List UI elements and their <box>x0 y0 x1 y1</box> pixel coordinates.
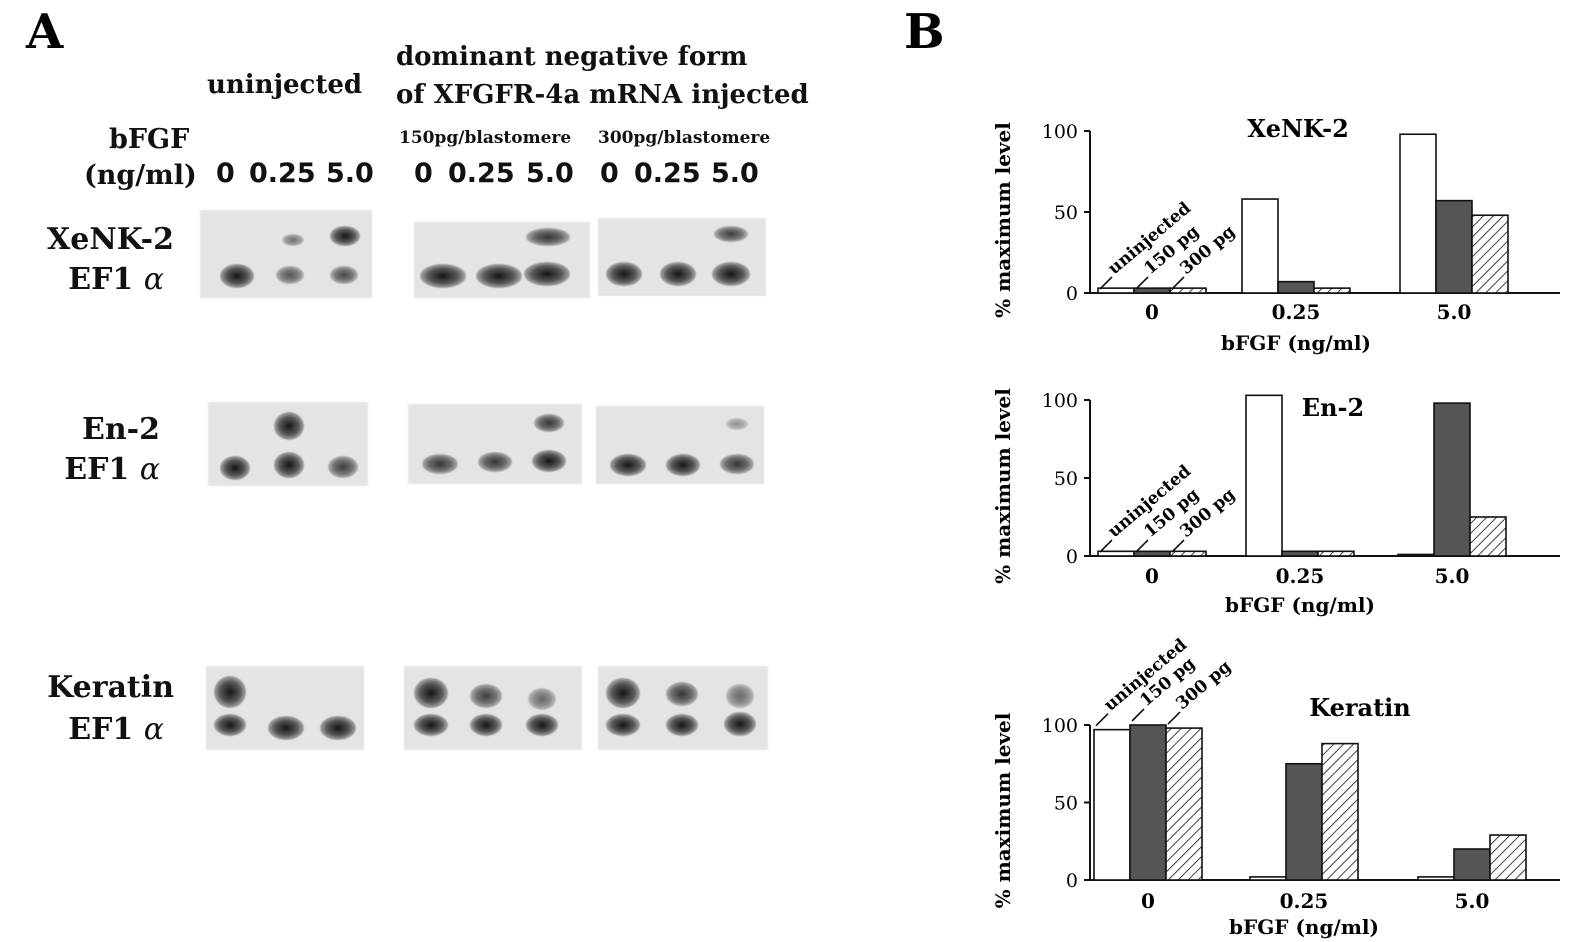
y-tick-label: 0 <box>1066 870 1078 892</box>
bar-150-pg-5.0 <box>1453 848 1491 881</box>
bar-300-pg-5.0 <box>1471 214 1509 294</box>
dose-300-label: 300pg/blastomere <box>598 128 771 148</box>
uninjected-header: uninjected <box>207 70 363 100</box>
bar-150-pg-0 <box>1129 724 1167 881</box>
x-tick-label: 0 <box>1145 300 1159 324</box>
ef1a-label-xenk2: EF1 α <box>68 262 164 297</box>
legend-leader-line <box>1131 708 1145 722</box>
legend-leader-line <box>1167 711 1181 725</box>
bar-300-pg-0 <box>1169 550 1207 557</box>
blot-keratin-300pg <box>598 666 768 750</box>
bar-300-pg-0.25 <box>1321 742 1359 881</box>
bar-150-pg-0.25 <box>1277 280 1315 294</box>
conc-uninj-025: 0.25 <box>249 158 316 189</box>
bar-uninjected-0 <box>1097 550 1135 557</box>
legend-leader-line <box>1135 539 1149 553</box>
bfgf-label: bFGF <box>109 124 190 155</box>
y-tick-label: 0 <box>1066 283 1078 305</box>
conc-300-0: 0 <box>600 158 619 189</box>
bar-uninjected-0.25 <box>1249 876 1287 881</box>
x-tick-label: 5.0 <box>1435 564 1470 588</box>
blot-en2-300pg <box>596 406 764 484</box>
bar-uninjected-0 <box>1097 287 1135 294</box>
bar-150-pg-5.0 <box>1433 402 1471 557</box>
bar-uninjected-5.0 <box>1417 876 1455 881</box>
x-tick-label: 5.0 <box>1455 889 1490 913</box>
bar-150-pg-5.0 <box>1435 199 1473 294</box>
bar-150-pg-0 <box>1133 550 1171 557</box>
chart-title: Keratin <box>1309 693 1410 722</box>
x-tick-label: 0.25 <box>1272 300 1321 324</box>
bar-300-pg-5.0 <box>1469 516 1507 557</box>
dominant-negative-header-line2: of XFGFR-4a mRNA injected <box>396 80 809 110</box>
y-axis-label: % maximum level <box>991 712 1015 908</box>
dominant-negative-header-line1: dominant negative form <box>396 42 748 72</box>
y-tick-label: 0 <box>1066 546 1078 568</box>
dose-150-label: 150pg/blastomere <box>399 128 572 148</box>
conc-300-5: 5.0 <box>711 158 759 189</box>
bar-uninjected-5.0 <box>1399 133 1437 294</box>
blot-xenk2-uninjected <box>200 210 372 298</box>
bar-150-pg-0.25 <box>1285 762 1323 881</box>
bfgf-unit-label: (ng/ml) <box>84 160 197 191</box>
legend-leader-line <box>1171 539 1185 553</box>
x-tick-label: 5.0 <box>1437 300 1472 324</box>
conc-150-5: 5.0 <box>526 158 574 189</box>
x-axis-label: bFGF (ng/ml) <box>1225 593 1375 617</box>
conc-150-0: 0 <box>414 158 433 189</box>
blot-xenk2-300pg <box>598 218 766 296</box>
gene-label-keratin: Keratin <box>47 670 174 705</box>
bar-uninjected-0 <box>1093 728 1131 881</box>
bar-uninjected-5.0 <box>1397 553 1435 557</box>
conc-300-025: 0.25 <box>634 158 701 189</box>
bar-300-pg-0 <box>1165 727 1203 881</box>
bar-150-pg-0.25 <box>1281 550 1319 557</box>
conc-uninj-5: 5.0 <box>326 158 374 189</box>
legend-leader-line <box>1095 713 1109 727</box>
blot-keratin-uninjected <box>206 666 364 750</box>
blot-en2-uninjected <box>208 402 368 486</box>
chart-title: En-2 <box>1302 393 1364 422</box>
conc-150-025: 0.25 <box>448 158 515 189</box>
bar-300-pg-0 <box>1169 287 1207 294</box>
blot-xenk2-150pg <box>414 222 590 298</box>
chart-keratin: 0 50 100 % maximum level Keratin 0 0.25 5.0 bFGF… <box>991 635 1560 939</box>
y-axis-label: % maximum level <box>991 388 1015 584</box>
bar-uninjected-0.25 <box>1241 198 1279 294</box>
blot-en2-150pg <box>408 404 582 484</box>
legend-leader-line <box>1099 276 1113 290</box>
conc-uninj-0: 0 <box>216 158 235 189</box>
y-tick-label: 100 <box>1042 121 1078 143</box>
y-tick-label: 50 <box>1054 202 1078 224</box>
chart-xenk2: 0 50 100 % maximum level XeNK-2 0 0.25 5.0 bFGF … <box>991 114 1560 355</box>
gene-label-xenk2: XeNK-2 <box>46 222 174 257</box>
panel-a-letter: A <box>26 4 64 60</box>
y-tick-label: 100 <box>1042 390 1078 412</box>
x-tick-label: 0 <box>1145 564 1159 588</box>
y-axis-label: % maximum level <box>991 122 1015 318</box>
chart-title: XeNK-2 <box>1247 114 1349 143</box>
bar-300-pg-0.25 <box>1317 550 1355 557</box>
blot-keratin-150pg <box>404 666 582 750</box>
bar-150-pg-0 <box>1133 287 1171 294</box>
x-tick-label: 0 <box>1141 889 1155 913</box>
bar-300-pg-0.25 <box>1313 287 1351 294</box>
x-tick-label: 0.25 <box>1280 889 1329 913</box>
bar-uninjected-0.25 <box>1245 394 1283 557</box>
legend-leader-line <box>1135 276 1149 290</box>
y-tick-label: 50 <box>1054 468 1078 490</box>
bar-300-pg-5.0 <box>1489 834 1527 881</box>
y-tick-label: 100 <box>1042 715 1078 737</box>
panel-b-letter: B <box>904 4 945 60</box>
legend-leader-line <box>1099 539 1113 553</box>
x-tick-label: 0.25 <box>1276 564 1325 588</box>
ef1a-label-en2: EF1 α <box>64 452 160 487</box>
x-axis-label: bFGF (ng/ml) <box>1229 915 1379 939</box>
legend-leader-line <box>1171 276 1185 290</box>
ef1a-label-keratin: EF1 α <box>68 712 164 747</box>
chart-en2: 0 50 100 % maximum level En-2 0 0.25 5.0 bFGF (n… <box>991 388 1560 617</box>
x-axis-label: bFGF (ng/ml) <box>1221 331 1371 355</box>
gene-label-en2: En-2 <box>81 412 160 447</box>
y-tick-label: 50 <box>1054 793 1078 815</box>
